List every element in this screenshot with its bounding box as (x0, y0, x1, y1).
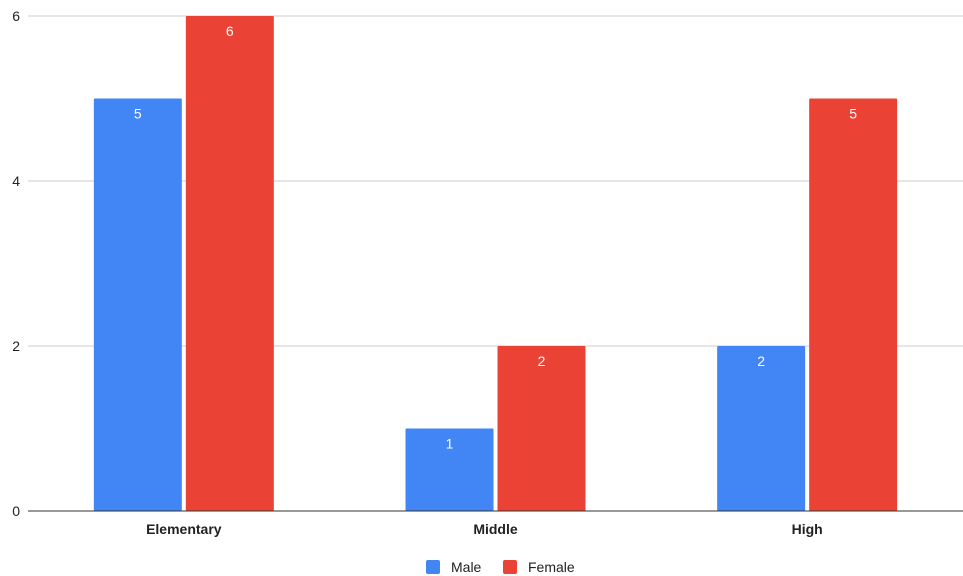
y-tick-label: 6 (12, 8, 20, 24)
y-tick-label: 4 (12, 173, 20, 189)
x-category-label: High (792, 521, 823, 537)
data-label: 5 (134, 106, 142, 122)
x-axis-category-labels: Elementary Middle High (146, 521, 823, 537)
legend-swatch-male (426, 560, 440, 574)
x-category-label: Elementary (146, 521, 222, 537)
data-label: 2 (757, 353, 765, 369)
bar-male-elementary (93, 98, 182, 511)
legend-label-male: Male (451, 559, 482, 575)
y-axis-tick-labels: 0 2 4 6 (12, 8, 20, 519)
legend-label-female: Female (528, 559, 575, 575)
data-labels: 5 6 1 2 2 5 (134, 23, 857, 452)
bar-male-high (717, 346, 806, 511)
legend-swatch-female (503, 560, 517, 574)
data-label: 5 (849, 106, 857, 122)
bars (93, 16, 898, 511)
bar-female-elementary (185, 16, 274, 511)
bar-female-high (809, 98, 898, 511)
data-label: 6 (226, 23, 234, 39)
gridlines (28, 15, 963, 347)
y-tick-label: 2 (12, 338, 20, 354)
x-category-label: Middle (473, 521, 518, 537)
data-label: 1 (446, 436, 454, 452)
data-label: 2 (538, 353, 546, 369)
bar-male-middle (405, 428, 494, 511)
y-tick-label: 0 (12, 503, 20, 519)
legend: Male Female (426, 559, 575, 575)
bar-female-middle (497, 346, 586, 511)
